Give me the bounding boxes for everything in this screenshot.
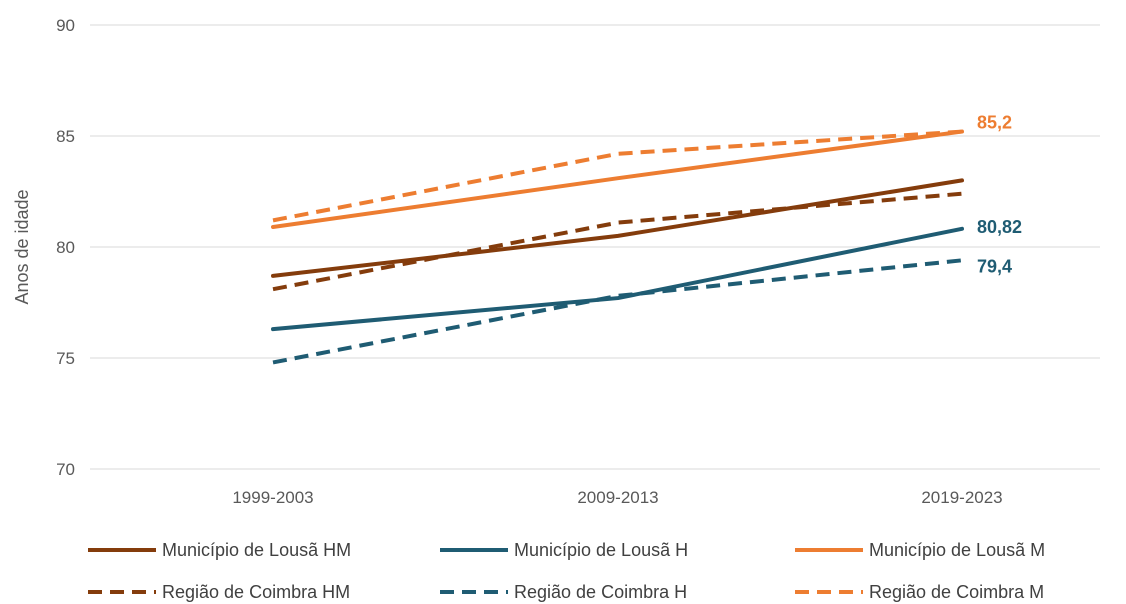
y-tick-label: 85 xyxy=(56,127,75,146)
legend-label: Município de Lousã M xyxy=(869,540,1045,560)
data-label: 85,2 xyxy=(977,113,1012,133)
y-tick-label: 75 xyxy=(56,349,75,368)
y-tick-label: 90 xyxy=(56,16,75,35)
series-line xyxy=(272,258,963,365)
series-lines xyxy=(271,129,964,365)
series-line xyxy=(271,226,964,332)
y-tick-label: 80 xyxy=(56,238,75,257)
y-axis-title: Anos de idade xyxy=(12,189,32,304)
data-label: 79,4 xyxy=(977,256,1012,276)
x-tick-label: 1999-2003 xyxy=(232,488,313,507)
y-axis-ticks: 70 75 80 85 90 xyxy=(56,16,75,479)
legend-label: Região de Coimbra M xyxy=(869,582,1044,602)
x-tick-label: 2009-2013 xyxy=(577,488,658,507)
series-line xyxy=(272,129,963,223)
y-tick-label: 70 xyxy=(56,460,75,479)
x-tick-label: 2019-2023 xyxy=(921,488,1002,507)
legend-label: Região de Coimbra HM xyxy=(162,582,350,602)
series-line xyxy=(271,178,964,278)
data-labels: 80,82 79,4 85,2 xyxy=(977,113,1022,277)
legend-label: Município de Lousã HM xyxy=(162,540,351,560)
gridlines xyxy=(90,24,1100,470)
series-line xyxy=(271,129,964,230)
legend-label: Município de Lousã H xyxy=(514,540,688,560)
legend: Município de Lousã HM Município de Lousã … xyxy=(88,540,1045,602)
series-line xyxy=(272,191,963,292)
x-axis-ticks: 1999-2003 2009-2013 2019-2023 xyxy=(232,488,1002,507)
data-label: 80,82 xyxy=(977,217,1022,237)
legend-label: Região de Coimbra H xyxy=(514,582,687,602)
